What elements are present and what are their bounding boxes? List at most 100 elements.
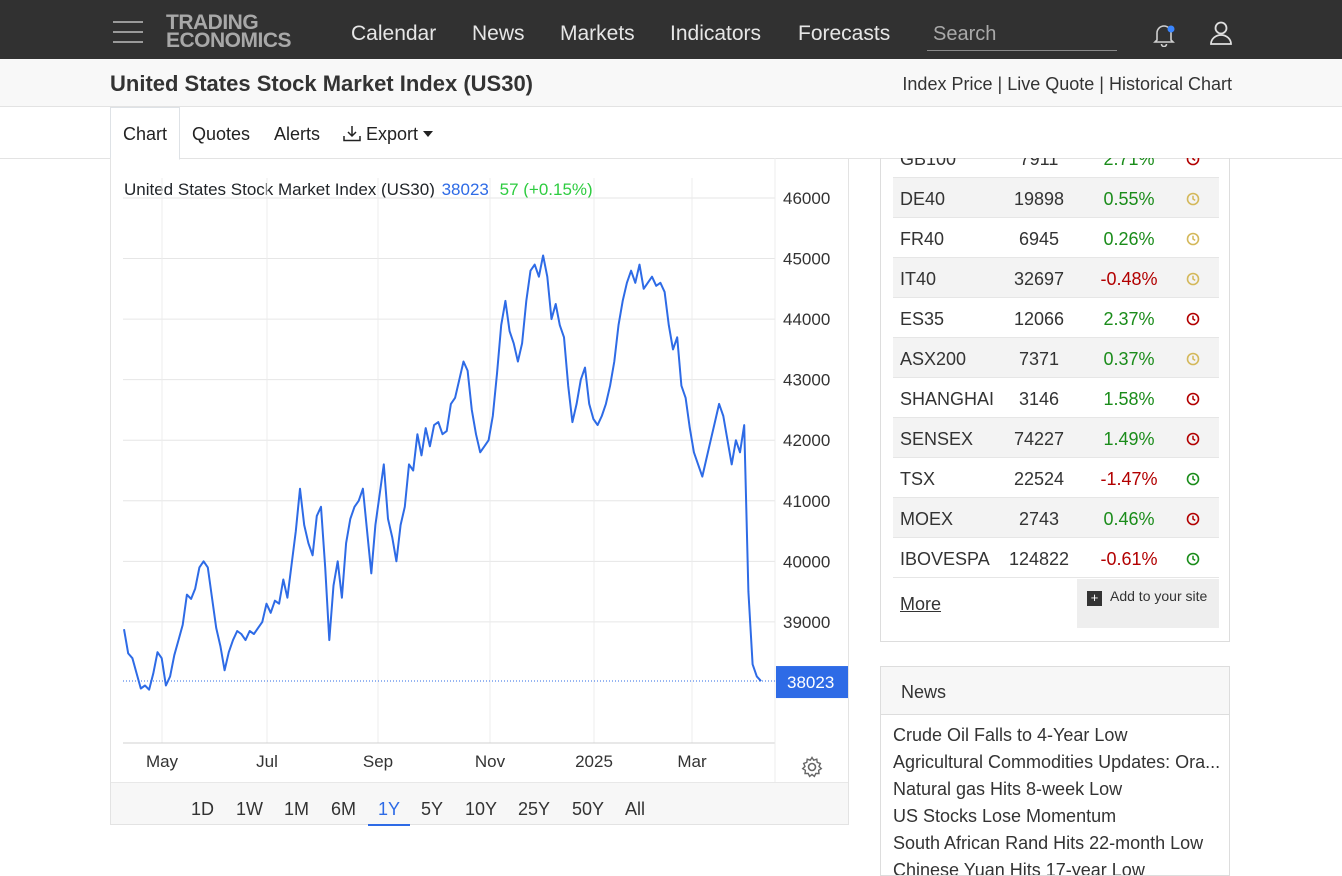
market-name[interactable]: GB100 bbox=[900, 158, 957, 169]
separator: | bbox=[1099, 74, 1104, 94]
range-10y[interactable]: 10Y bbox=[465, 799, 498, 819]
news-item[interactable]: Crude Oil Falls to 4-Year Low bbox=[893, 725, 1128, 745]
market-row[interactable]: GB100 7911 2.71% bbox=[893, 158, 1219, 178]
tab-chart[interactable]: Chart bbox=[123, 124, 168, 144]
x-tick-label: 2025 bbox=[575, 752, 613, 771]
news-item[interactable]: Chinese Yuan Hits 17-year Low bbox=[893, 860, 1145, 876]
chart-header: United States Stock Market Index (US30) … bbox=[124, 180, 593, 200]
market-row[interactable]: ES35 12066 2.37% bbox=[893, 298, 1219, 338]
range-1d[interactable]: 1D bbox=[191, 799, 215, 819]
market-change: 2.71% bbox=[1103, 158, 1155, 169]
hamburger-icon[interactable] bbox=[113, 19, 143, 45]
market-change: 0.55% bbox=[1103, 189, 1155, 209]
clock-icon bbox=[1186, 392, 1200, 406]
market-row[interactable]: IT40 32697 -0.48% bbox=[893, 258, 1219, 298]
market-name[interactable]: IT40 bbox=[900, 269, 937, 289]
page-title: United States Stock Market Index (US30) bbox=[110, 71, 534, 96]
tab-alerts[interactable]: Alerts bbox=[274, 124, 321, 144]
price-line bbox=[123, 254, 762, 691]
add-to-site-label: Add to your site bbox=[1110, 588, 1208, 604]
separator: | bbox=[997, 74, 1003, 94]
market-change: -0.48% bbox=[1100, 269, 1158, 289]
clock-icon bbox=[1186, 552, 1200, 566]
range-5y[interactable]: 5Y bbox=[421, 799, 444, 819]
market-value: 7371 bbox=[1018, 349, 1060, 369]
range-6m[interactable]: 6M bbox=[331, 799, 357, 819]
market-row[interactable]: TSX 22524 -1.47% bbox=[893, 458, 1219, 498]
range-50y[interactable]: 50Y bbox=[572, 799, 605, 819]
last-value-label: 38023 bbox=[787, 673, 834, 692]
bell-icon[interactable] bbox=[1151, 21, 1177, 47]
nav-calendar[interactable]: Calendar bbox=[351, 22, 437, 45]
market-name[interactable]: IBOVESPA bbox=[900, 549, 990, 569]
market-row[interactable]: SENSEX 74227 1.49% bbox=[893, 418, 1219, 458]
index-price-link[interactable]: Index Price bbox=[902, 74, 993, 94]
range-1m[interactable]: 1M bbox=[284, 799, 310, 819]
market-change: -0.61% bbox=[1100, 549, 1158, 569]
market-name[interactable]: DE40 bbox=[900, 189, 946, 209]
news-title: News bbox=[901, 682, 947, 702]
market-change: 0.46% bbox=[1103, 509, 1155, 529]
tab-quotes[interactable]: Quotes bbox=[192, 124, 251, 144]
caret-down-icon bbox=[423, 131, 434, 137]
chart-price: 38023 bbox=[441, 180, 489, 199]
market-row[interactable]: MOEX 2743 0.46% bbox=[893, 498, 1219, 538]
news-item[interactable]: US Stocks Lose Momentum bbox=[893, 806, 1117, 826]
clock-icon bbox=[1186, 352, 1200, 366]
market-name[interactable]: SENSEX bbox=[900, 429, 974, 449]
range-1y[interactable]: 1Y bbox=[368, 799, 411, 826]
logo-line-1: TRADING bbox=[166, 11, 259, 34]
market-change: 1.49% bbox=[1103, 429, 1155, 449]
market-value: 124822 bbox=[1008, 549, 1070, 569]
news-item[interactable]: South African Rand Hits 22-month Low bbox=[893, 833, 1204, 853]
news-panel: News Crude Oil Falls to 4-Year Low Agric… bbox=[880, 666, 1230, 876]
market-row[interactable]: SHANGHAI 3146 1.58% bbox=[893, 378, 1219, 418]
market-row[interactable]: ASX200 7371 0.37% bbox=[893, 338, 1219, 378]
more-link[interactable]: More bbox=[900, 594, 942, 614]
download-icon bbox=[343, 126, 361, 142]
historical-chart-link[interactable]: Historical Chart bbox=[1108, 74, 1232, 94]
market-change: 0.37% bbox=[1103, 349, 1155, 369]
tab-bar: Chart Quotes Alerts Export bbox=[0, 107, 1342, 160]
nav-indicators[interactable]: Indicators bbox=[670, 22, 762, 45]
live-quote-link[interactable]: Live Quote bbox=[1007, 74, 1095, 94]
market-value: 22524 bbox=[1013, 469, 1065, 489]
news-item[interactable]: Natural gas Hits 8-week Low bbox=[893, 779, 1123, 799]
market-name[interactable]: ES35 bbox=[900, 309, 945, 329]
y-tick-label: 45000 bbox=[783, 250, 830, 269]
market-name[interactable]: FR40 bbox=[900, 229, 945, 249]
x-tick-label: Nov bbox=[475, 752, 506, 771]
market-name[interactable]: ASX200 bbox=[900, 349, 967, 369]
chart-name: United States Stock Market Index (US30) bbox=[124, 180, 435, 199]
market-change: 1.58% bbox=[1103, 389, 1155, 409]
market-row[interactable]: IBOVESPA 124822 -0.61% bbox=[893, 538, 1219, 578]
x-tick-label: Sep bbox=[363, 752, 393, 771]
nav-forecasts[interactable]: Forecasts bbox=[798, 22, 891, 45]
market-row[interactable]: DE40 19898 0.55% bbox=[893, 178, 1219, 218]
market-name[interactable]: SHANGHAI bbox=[900, 389, 995, 409]
market-value: 7911 bbox=[1019, 158, 1059, 169]
clock-icon bbox=[1186, 272, 1200, 286]
export-dropdown[interactable]: Export bbox=[343, 124, 434, 145]
nav-news[interactable]: News bbox=[472, 22, 525, 45]
plus-icon: + bbox=[1087, 591, 1102, 606]
x-tick-label: Jul bbox=[256, 752, 278, 771]
price-chart[interactable]: 46000 45000 44000 43000 42000 41000 40000 39000… bbox=[111, 158, 848, 782]
range-1w[interactable]: 1W bbox=[236, 799, 263, 819]
market-value: 2743 bbox=[1018, 509, 1060, 529]
header-links: Index Price | Live Quote | Historical Ch… bbox=[902, 74, 1232, 95]
range-all[interactable]: All bbox=[625, 799, 646, 819]
search-input[interactable] bbox=[927, 18, 1117, 51]
market-name[interactable]: TSX bbox=[900, 469, 936, 489]
y-tick-label: 39000 bbox=[783, 613, 830, 632]
clock-icon bbox=[1186, 472, 1200, 486]
logo[interactable]: TRADING ECONOMICS bbox=[166, 11, 311, 52]
user-icon[interactable] bbox=[1208, 20, 1234, 46]
nav-markets[interactable]: Markets bbox=[560, 22, 635, 45]
news-item[interactable]: Agricultural Commodities Updates: Ora... bbox=[893, 752, 1221, 772]
add-to-site-button[interactable]: + Add to your site bbox=[1077, 579, 1219, 628]
gear-icon[interactable] bbox=[801, 756, 823, 778]
market-row[interactable]: FR40 6945 0.26% bbox=[893, 218, 1219, 258]
market-name[interactable]: MOEX bbox=[900, 509, 954, 529]
range-25y[interactable]: 25Y bbox=[518, 799, 551, 819]
